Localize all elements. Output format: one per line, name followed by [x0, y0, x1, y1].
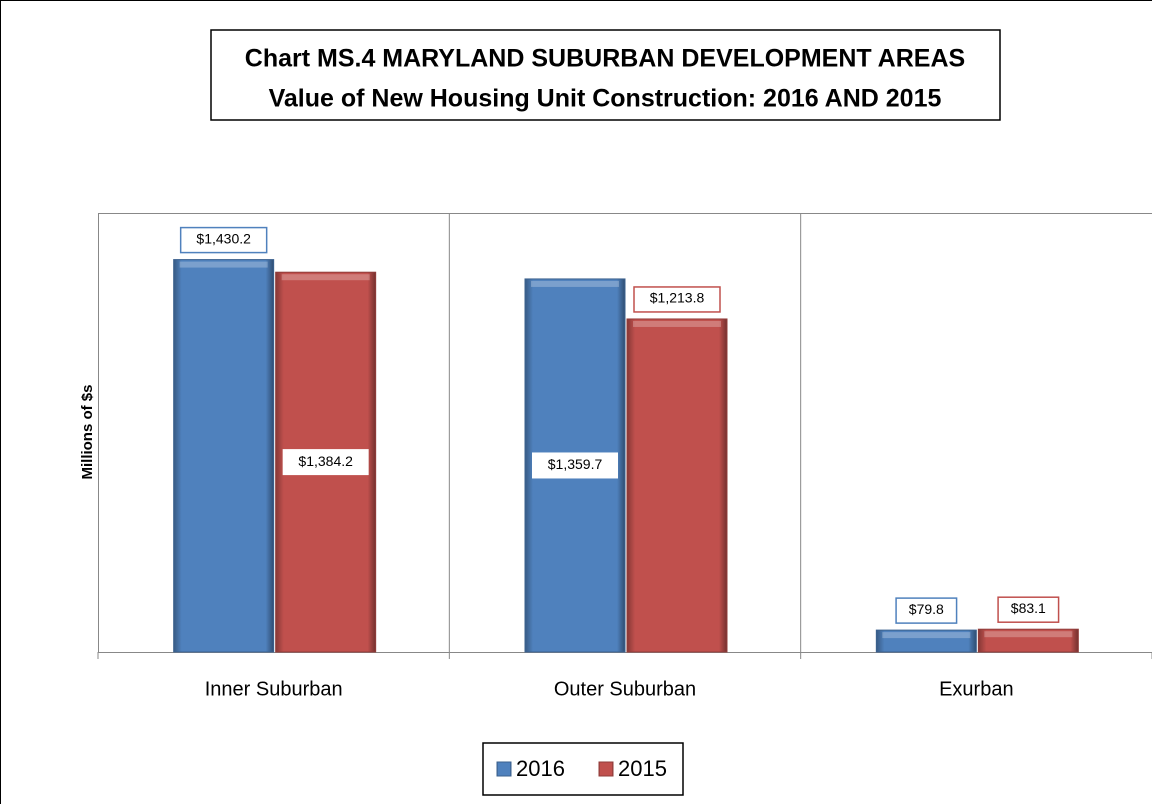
bar — [173, 259, 275, 653]
data-label-box — [282, 449, 369, 476]
data-label: $1,213.8 — [650, 290, 705, 306]
data-label-box — [633, 286, 721, 313]
bar — [977, 628, 1079, 653]
bar-highlight — [281, 274, 370, 281]
data-label: $83.1 — [1011, 600, 1046, 616]
legend-box — [482, 742, 684, 796]
legend-label: 2016 — [516, 756, 565, 781]
data-label: $79.8 — [909, 601, 944, 617]
bar-highlight — [179, 261, 268, 268]
x-tick-label: Inner Suburban — [205, 678, 343, 700]
data-label: $1,359.7 — [548, 456, 603, 472]
legend-swatch — [598, 761, 614, 777]
bar-highlight — [984, 631, 1073, 638]
bar — [626, 318, 728, 653]
bar-highlight — [633, 320, 721, 327]
bar-highlight — [531, 280, 619, 287]
y-axis-label: Millions of $s — [79, 384, 96, 479]
title-box — [210, 29, 1001, 121]
data-label-box — [532, 452, 618, 479]
data-label: $1,430.2 — [196, 230, 251, 246]
chart-subtitle: Value of New Housing Unit Construction: … — [269, 85, 942, 113]
data-label-box — [997, 596, 1060, 623]
data-label-box — [895, 597, 958, 624]
data-label-box — [179, 226, 268, 254]
bar — [875, 629, 977, 653]
legend-label: 2015 — [618, 756, 667, 781]
chart-title: Chart MS.4 MARYLAND SUBURBAN DEVELOPMENT… — [245, 45, 965, 73]
x-tick-label: Outer Suburban — [554, 678, 696, 700]
bar-highlight — [882, 632, 971, 639]
legend-swatch — [496, 761, 512, 777]
data-label: $1,384.2 — [298, 453, 353, 469]
x-tick-label: Exurban — [939, 678, 1014, 700]
